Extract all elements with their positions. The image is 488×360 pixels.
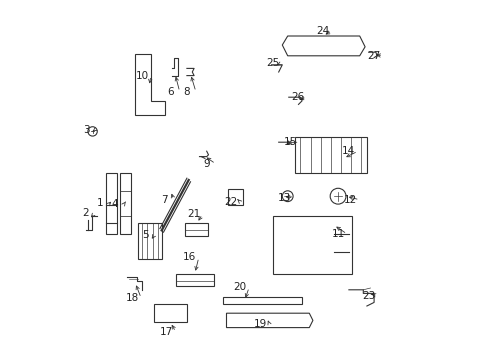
Polygon shape (153, 304, 186, 322)
Polygon shape (120, 173, 131, 234)
Text: 24: 24 (316, 26, 329, 36)
Text: 1: 1 (97, 198, 103, 208)
Polygon shape (228, 189, 242, 205)
Circle shape (282, 191, 292, 202)
Text: 17: 17 (160, 327, 173, 337)
Text: 26: 26 (290, 92, 304, 102)
Text: 13: 13 (278, 193, 291, 203)
Text: 6: 6 (167, 87, 174, 97)
Polygon shape (138, 223, 162, 259)
Text: 12: 12 (344, 195, 357, 205)
Polygon shape (185, 223, 208, 236)
Polygon shape (223, 297, 302, 304)
Text: 5: 5 (142, 230, 148, 240)
Circle shape (329, 188, 346, 204)
Polygon shape (273, 216, 352, 274)
Text: 8: 8 (183, 87, 190, 97)
Polygon shape (294, 137, 366, 173)
Text: 27: 27 (366, 51, 380, 61)
Text: 20: 20 (233, 282, 246, 292)
Text: 10: 10 (135, 71, 148, 81)
Polygon shape (106, 173, 117, 234)
Polygon shape (134, 54, 165, 115)
Text: 9: 9 (203, 159, 209, 169)
Text: 2: 2 (82, 208, 88, 219)
Circle shape (88, 127, 97, 136)
Text: 18: 18 (125, 293, 139, 303)
Text: 15: 15 (284, 137, 297, 147)
Text: 25: 25 (265, 58, 279, 68)
Text: 4: 4 (111, 199, 118, 209)
Polygon shape (176, 274, 213, 286)
Text: 3: 3 (82, 125, 89, 135)
Text: 22: 22 (224, 197, 237, 207)
Polygon shape (226, 313, 312, 328)
Text: 7: 7 (161, 195, 167, 205)
Polygon shape (282, 36, 365, 56)
Text: 11: 11 (331, 229, 344, 239)
Text: 14: 14 (342, 146, 355, 156)
Text: 19: 19 (253, 319, 266, 329)
Text: 21: 21 (186, 209, 200, 219)
Text: 16: 16 (183, 252, 196, 262)
Text: 23: 23 (361, 291, 375, 301)
